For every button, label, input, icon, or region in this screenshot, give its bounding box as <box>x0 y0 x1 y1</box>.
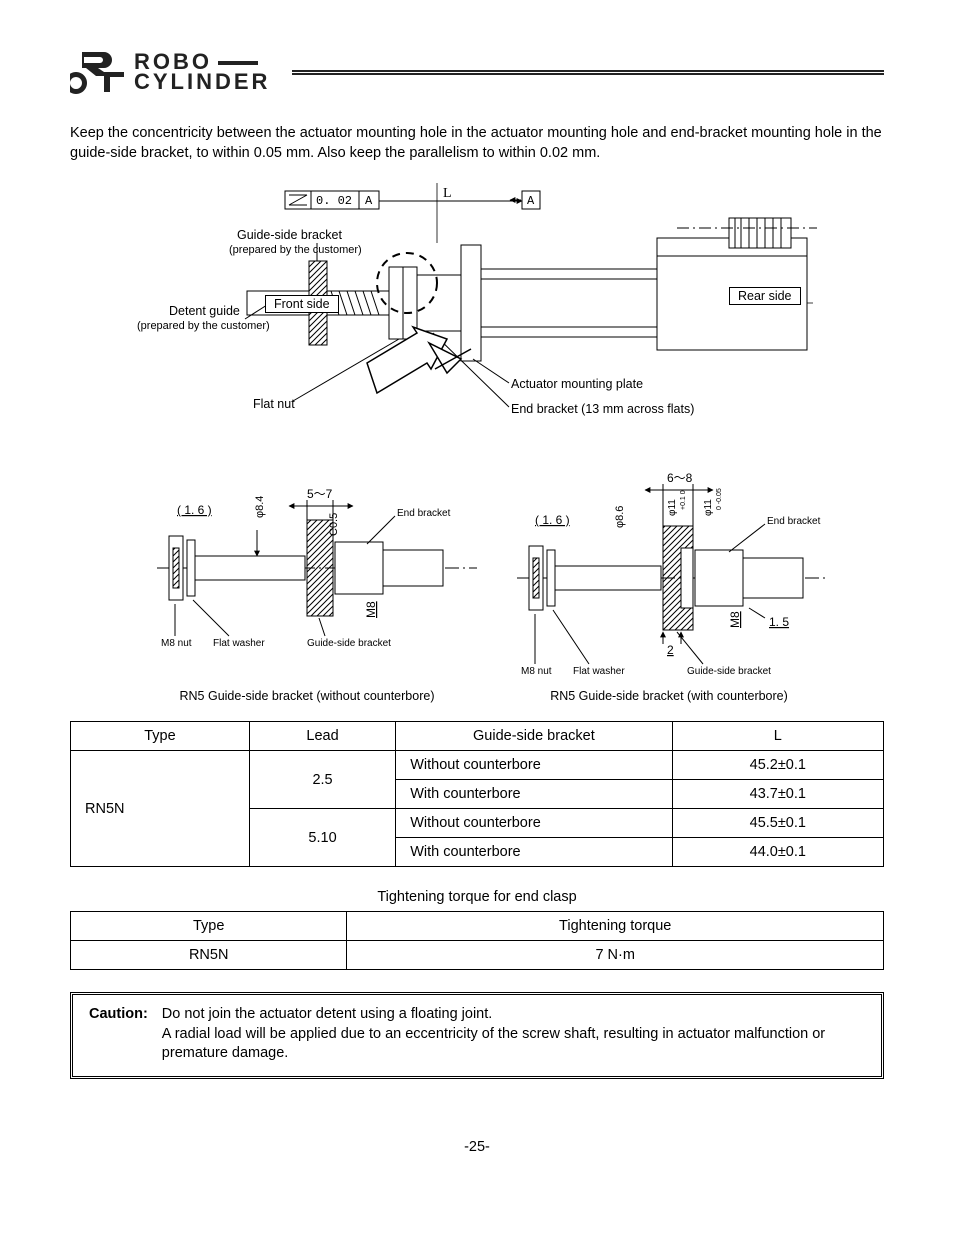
cell-bracket: With counterbore <box>396 780 672 809</box>
svg-text:(prepared by the customer): (prepared by the customer) <box>229 244 362 256</box>
logo-line-2: CYLINDER <box>134 72 270 92</box>
svg-text:Detent guide: Detent guide <box>169 304 240 318</box>
svg-text:L: L <box>443 186 452 201</box>
caution-box: Caution: Do not join the actuator detent… <box>70 992 884 1079</box>
cell-bracket: With counterbore <box>396 838 672 867</box>
table-header-row: Type Lead Guide-side bracket L <box>71 722 884 751</box>
cell-L: 45.5±0.1 <box>672 809 883 838</box>
th-torque: Tightening torque <box>347 912 884 941</box>
logo-text: ROBO CYLINDER <box>134 52 270 92</box>
svg-text:0 -0.05: 0 -0.05 <box>716 488 723 510</box>
header-rule <box>292 70 884 75</box>
svg-text:Guide-side bracket: Guide-side bracket <box>307 638 391 649</box>
cell-bracket: Without counterbore <box>396 809 672 838</box>
svg-text:M8: M8 <box>728 611 742 628</box>
svg-text:φ8.6: φ8.6 <box>614 506 626 528</box>
rear-side-label: Rear side <box>729 287 801 305</box>
svg-text:φ11: φ11 <box>667 499 678 516</box>
svg-text:End bracket (13 mm across flat: End bracket (13 mm across flats) <box>511 402 694 416</box>
table-row: RN5N 2.5 Without counterbore 45.2±0.1 <box>71 751 884 780</box>
cell-L: 44.0±0.1 <box>672 838 883 867</box>
cell-lead: 5.10 <box>249 809 395 867</box>
diagram-area: Front side Rear side <box>70 183 884 703</box>
front-side-label: Front side <box>265 295 339 313</box>
svg-text:M8: M8 <box>364 601 378 618</box>
svg-text:φ11: φ11 <box>703 499 714 516</box>
svg-text:A: A <box>527 194 535 208</box>
svg-text:Flat nut: Flat nut <box>253 397 295 411</box>
logo: ROBO CYLINDER <box>70 50 270 94</box>
header: ROBO CYLINDER <box>70 50 884 94</box>
cell-torque: 7 N·m <box>347 941 884 970</box>
svg-text:( 1. 6 ): ( 1. 6 ) <box>177 503 212 517</box>
svg-text:( 1. 6 ): ( 1. 6 ) <box>535 513 570 527</box>
intro-paragraph: Keep the concentricity between the actua… <box>70 124 884 163</box>
cell-bracket: Without counterbore <box>396 751 672 780</box>
dimension-table: Type Lead Guide-side bracket L RN5N 2.5 … <box>70 721 884 867</box>
diagram-caption-right: RN5 Guide-side bracket (with counterbore… <box>509 689 829 703</box>
svg-text:6～8: 6～8 <box>667 471 693 485</box>
page-number: -25- <box>70 1139 884 1155</box>
svg-text:5～7: 5～7 <box>307 487 333 501</box>
svg-text:M8 nut: M8 nut <box>521 666 552 677</box>
svg-text:2: 2 <box>667 643 674 657</box>
svg-text:0. 02: 0. 02 <box>316 194 352 208</box>
torque-table-caption: Tightening torque for end clasp <box>70 889 884 905</box>
table-header-row: Type Tightening torque <box>71 912 884 941</box>
svg-text:Flat washer: Flat washer <box>573 666 625 677</box>
th-lead: Lead <box>249 722 395 751</box>
svg-text:1. 5: 1. 5 <box>769 615 789 629</box>
cell-type: RN5N <box>71 751 250 867</box>
table-row: RN5N 7 N·m <box>71 941 884 970</box>
cell-type: RN5N <box>71 941 347 970</box>
svg-text:M8 nut: M8 nut <box>161 638 192 649</box>
svg-text:End bracket: End bracket <box>767 516 821 527</box>
svg-text:End bracket: End bracket <box>397 508 451 519</box>
caution-text: Do not join the actuator detent using a … <box>162 1005 865 1064</box>
svg-text:C0.5: C0.5 <box>328 513 340 536</box>
th-type: Type <box>71 912 347 941</box>
cell-L: 43.7±0.1 <box>672 780 883 809</box>
svg-text:Flat washer: Flat washer <box>213 638 265 649</box>
torque-table: Type Tightening torque RN5N 7 N·m <box>70 911 884 970</box>
svg-text:A: A <box>365 194 373 208</box>
th-L: L <box>672 722 883 751</box>
th-bracket: Guide-side bracket <box>396 722 672 751</box>
svg-text:Guide-side bracket: Guide-side bracket <box>687 666 771 677</box>
svg-text:(prepared by the customer): (prepared by the customer) <box>137 320 270 332</box>
svg-text:Actuator mounting plate: Actuator mounting plate <box>511 377 643 391</box>
svg-text:Guide-side bracket: Guide-side bracket <box>237 228 342 242</box>
th-type: Type <box>71 722 250 751</box>
cell-lead: 2.5 <box>249 751 395 809</box>
document-page: ROBO CYLINDER 6. Installation Keep the c… <box>0 0 954 1195</box>
logo-icon <box>70 50 126 94</box>
technical-diagram: L 0. 02 A A <box>117 183 837 703</box>
diagram-caption-left: RN5 Guide-side bracket (without counterb… <box>147 689 467 703</box>
svg-text:φ8.4: φ8.4 <box>254 496 266 518</box>
caution-label: Caution: <box>89 1005 148 1064</box>
svg-text:+0.1 0: +0.1 0 <box>680 490 687 510</box>
cell-L: 45.2±0.1 <box>672 751 883 780</box>
